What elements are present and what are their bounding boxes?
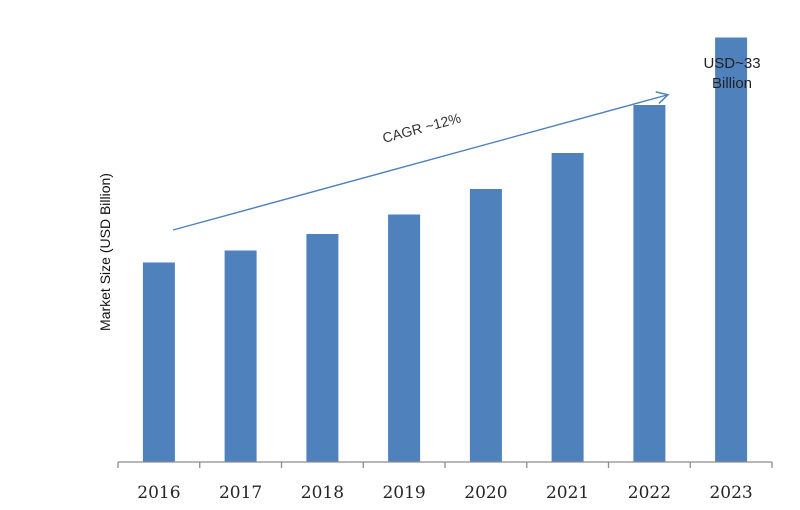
bar-2019 [388, 214, 421, 462]
cagr-label: CAGR ~12% [381, 110, 463, 146]
y-axis-label: Market Size (USD Billion) [97, 173, 113, 331]
x-tick-label-2020: 2020 [464, 483, 507, 503]
x-axis-ticks [117, 462, 773, 468]
x-tick-label-2022: 2022 [628, 483, 671, 503]
bar-2023 [715, 37, 748, 462]
bars-group [142, 37, 748, 462]
last-bar-annotation-line2: Billion [712, 75, 752, 92]
bar-2021 [551, 153, 584, 462]
last-bar-annotation-line1: USD~33 [703, 55, 760, 72]
bar-2017 [224, 250, 257, 462]
bar-2018 [306, 234, 339, 462]
bar-2022 [633, 105, 666, 462]
x-axis-tick-labels: 2016 2017 2018 2019 2020 2021 2022 2023 [137, 483, 752, 503]
cagr-trend-arrow [172, 91, 670, 231]
bar-2020 [469, 189, 502, 462]
x-tick-label-2016: 2016 [137, 483, 180, 503]
bar-2016 [142, 262, 175, 462]
x-tick-label-2023: 2023 [709, 483, 752, 503]
x-tick-label-2021: 2021 [546, 483, 589, 503]
x-tick-label-2019: 2019 [382, 483, 425, 503]
x-tick-label-2017: 2017 [219, 483, 262, 503]
x-tick-label-2018: 2018 [301, 483, 344, 503]
